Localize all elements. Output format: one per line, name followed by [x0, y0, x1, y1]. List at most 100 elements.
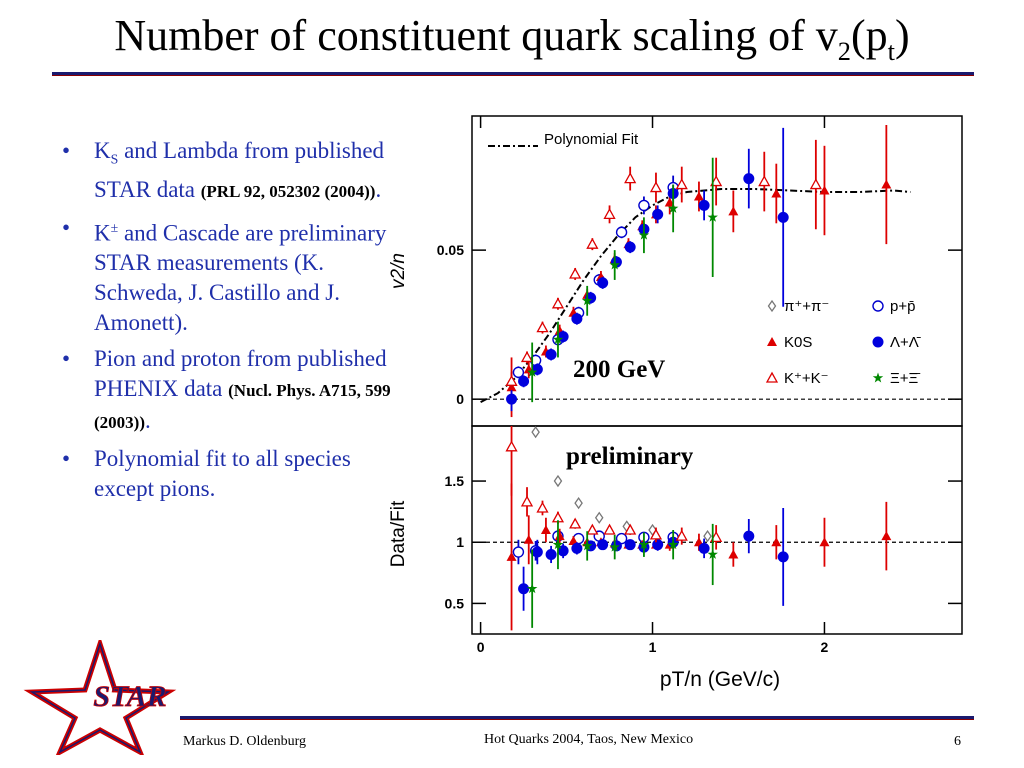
legend-marker — [767, 299, 777, 313]
bottom-panel-data-point — [506, 551, 517, 561]
y-axis-bottom-tick-label: 1 — [456, 534, 464, 550]
bottom-panel-data-point — [568, 536, 579, 546]
bottom-panel-data-point — [609, 541, 620, 552]
top-panel-data-point — [597, 277, 609, 289]
legend-marker — [872, 300, 884, 312]
top-panel-data-point — [518, 375, 530, 387]
legend-fit-label: Polynomial Fit — [544, 131, 639, 148]
top-panel-data-point — [693, 191, 704, 201]
y-axis-top-tick-label: 0.05 — [437, 242, 464, 258]
top-panel-data-point — [569, 267, 582, 279]
footer-author: Markus D. Oldenburg — [183, 734, 307, 749]
logo-text: STAR — [93, 680, 166, 713]
top-panel-data-point — [664, 197, 675, 207]
legend-marker — [872, 372, 884, 383]
bottom-panel-data-point — [553, 474, 563, 488]
top-panel-data-point — [638, 199, 650, 212]
top-panel-data-point — [652, 208, 664, 220]
top-panel-data-point — [710, 175, 723, 187]
bullet-list: • KS and Lambda from published STAR data … — [62, 136, 392, 510]
bottom-panel-data-point — [597, 539, 609, 551]
bottom-panel-data-point — [638, 539, 650, 550]
top-panel-data-point — [675, 178, 688, 190]
x-axis-tick-label: 0 — [477, 639, 485, 655]
y-axis-bottom-tick-label: 0.5 — [445, 595, 465, 611]
top-panel-data-point — [581, 295, 593, 306]
top-panel-data-point — [586, 237, 599, 249]
top-panel-data-point — [603, 208, 616, 220]
legend-label: K0S — [784, 334, 812, 351]
top-panel-data-point — [551, 297, 565, 309]
bottom-panel-data-point — [586, 523, 599, 535]
bottom-panel-data-point — [520, 495, 534, 507]
legend-label: K⁺+K⁻ — [784, 370, 829, 387]
y-axis-label-bottom: Data/Fit — [388, 500, 409, 567]
legend-label: π⁺+π⁻ — [784, 298, 829, 315]
top-panel-data-point — [771, 188, 782, 198]
bottom-panel-data-point — [574, 496, 583, 510]
bottom-panel-data-point — [728, 549, 739, 559]
top-panel-data-point — [571, 313, 583, 325]
top-panel-data-point — [667, 202, 679, 213]
top-panel-data-point — [728, 206, 739, 216]
preliminary-label: preliminary — [566, 443, 694, 470]
bottom-panel-data-point — [552, 539, 564, 550]
top-panel-data-point — [615, 226, 628, 238]
bottom-panel-data-point — [581, 540, 593, 551]
footer-rule — [180, 716, 974, 720]
bottom-panel-data-point — [615, 532, 628, 545]
top-panel-data-point — [520, 351, 534, 363]
top-panel-data-point — [881, 179, 892, 189]
bottom-panel-data-point — [710, 531, 723, 542]
bottom-panel-data-point — [703, 529, 712, 543]
bottom-panel-data-point — [594, 511, 604, 524]
bottom-panel-data-point — [531, 546, 543, 558]
y-axis-bottom-tick-label: 1.5 — [445, 473, 465, 489]
top-panel-data-point — [536, 321, 549, 333]
fit-curve — [480, 188, 911, 404]
bottom-panel-data-point — [603, 523, 616, 535]
legend-label: Λ+Λ̄ — [890, 334, 921, 351]
footer-page: 6 — [954, 734, 961, 749]
bottom-panel-data-point — [881, 531, 892, 541]
legend-label: p+p̄ — [890, 298, 915, 315]
y-axis-label-top: v2/n — [388, 253, 409, 289]
bottom-panel-data-point — [777, 551, 789, 563]
x-axis-tick-label: 2 — [821, 639, 829, 655]
bottom-panel-data-point — [526, 583, 538, 594]
top-panel-data-point — [624, 241, 636, 253]
top-panel-data-point — [758, 175, 771, 187]
top-panel-data-point — [552, 334, 564, 345]
energy-label: 200 GeV — [573, 356, 665, 383]
legend-marker — [872, 336, 884, 348]
bottom-panel-data-point — [571, 542, 583, 554]
bottom-panel-data-point — [819, 537, 830, 547]
chart: 0 0.05 0.5 1 1.5 0 1 2 Polynomial Fit π⁺+π⁻ p+p̄ K0… — [388, 115, 963, 691]
bottom-panel-data-point — [707, 548, 718, 559]
bottom-panel-data-point — [624, 539, 636, 551]
top-panel-data-point — [707, 211, 718, 222]
top-panel-data-point — [649, 181, 663, 193]
x-axis-tick-label: 1 — [649, 639, 657, 655]
bullet-item: • K± and Cascade are preliminary STAR mea… — [62, 214, 387, 336]
top-panel-data-point — [809, 178, 822, 190]
page-title: Number of constituent quark scaling of v… — [114, 11, 910, 66]
legend-label: Ξ+Ξ̄ — [890, 370, 920, 387]
bottom-panel-data-point — [505, 440, 518, 452]
bullet-item: • Polynomial fit to all species except pi… — [62, 446, 351, 502]
bottom-panel-data-point — [624, 523, 637, 535]
title-rule — [52, 72, 974, 76]
bottom-panel-data-point — [523, 534, 534, 544]
x-axis-label: pT/n (GeV/c) — [660, 668, 780, 691]
top-panel-data-point — [545, 348, 557, 360]
top-panel-data-point — [638, 229, 650, 240]
bottom-panel-data-point — [545, 548, 557, 560]
top-panel-data-point — [777, 211, 789, 223]
bottom-panel-data-point — [652, 539, 664, 551]
bottom-panel-data-point — [675, 529, 688, 541]
bottom-panel-data-point — [569, 517, 582, 529]
top-panel-data-point — [609, 259, 620, 270]
footer-event: Hot Quarks 2004, Taos, New Mexico — [484, 732, 694, 747]
bottom-panel-data-point — [518, 583, 530, 595]
top-panel-data-point — [819, 185, 830, 195]
